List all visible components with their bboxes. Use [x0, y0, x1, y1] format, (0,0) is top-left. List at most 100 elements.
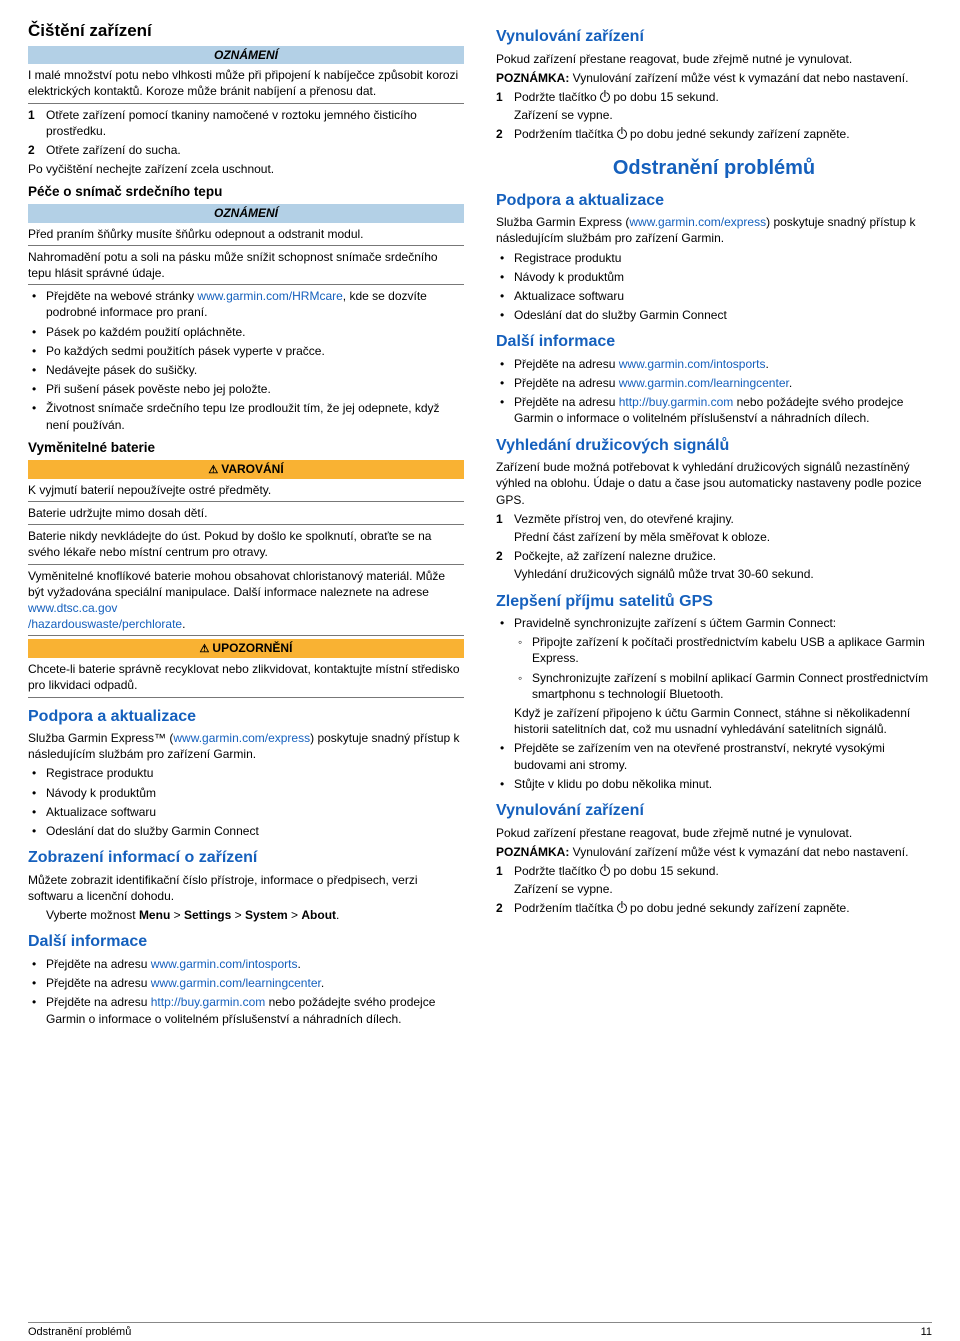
divider — [28, 103, 464, 104]
list-item: Podržte tlačítko po dobu 15 sekund. Zaří… — [496, 863, 932, 897]
heading-dalsi: Další informace — [28, 931, 464, 953]
cisteni-text2: Po vyčištění nechejte zařízení zcela usc… — [28, 161, 464, 177]
power-icon — [617, 129, 627, 139]
warning-icon: ⚠ — [200, 642, 210, 657]
list-item: Odeslání dat do služby Garmin Connect — [28, 823, 464, 839]
link-hrmcare[interactable]: www.garmin.com/HRMcare — [197, 289, 342, 303]
divider — [28, 501, 464, 502]
list-item: Aktualizace softwaru — [496, 288, 932, 304]
list-item: Nedávejte pásek do sušičky. — [28, 362, 464, 378]
notice-bar: OZNÁMENÍ — [28, 46, 464, 64]
warning-bar: ⚠VAROVÁNÍ — [28, 460, 464, 479]
footer-section: Odstranění problémů — [28, 1325, 131, 1340]
heading-vynulovani2: Vynulování zařízení — [496, 800, 932, 822]
list-item: Po každých sedmi použitích pásek vyperte… — [28, 343, 464, 359]
link-buy[interactable]: http://buy.garmin.com — [151, 995, 266, 1009]
link-intosports[interactable]: www.garmin.com/intosports — [151, 957, 298, 971]
list-item: Přejděte na adresu www.garmin.com/learni… — [496, 375, 932, 391]
vyhled-steps: Vezměte přístroj ven, do otevřené krajin… — [496, 511, 932, 583]
list-item: Životnost snímače srdečního tepu lze pro… — [28, 400, 464, 432]
vynul2-note: POZNÁMKA: Vynulování zařízení může vést … — [496, 844, 932, 860]
list-item: Připojte zařízení k počítači prostřednic… — [514, 634, 932, 666]
list-item: Přejděte na adresu www.garmin.com/intosp… — [28, 956, 464, 972]
pece-text: Před praním šňůrky musíte šňůrku odepnou… — [28, 226, 464, 242]
list-item: Registrace produktu — [28, 765, 464, 781]
heading-odstraneni: Odstranění problémů — [496, 155, 932, 182]
list-item: Přejděte na adresu http://buy.garmin.com… — [28, 994, 464, 1026]
divider — [28, 284, 464, 285]
bat-text: K vyjmutí baterií nepoužívejte ostré pře… — [28, 482, 464, 498]
list-item: Přejděte na webové stránky www.garmin.co… — [28, 288, 464, 320]
page-footer: Odstranění problémů 11 — [28, 1322, 932, 1340]
divider — [28, 697, 464, 698]
list-item: Počkejte, až zařízení nalezne družice. V… — [496, 548, 932, 582]
two-column-layout: Čištění zařízení OZNÁMENÍ I malé množstv… — [28, 18, 932, 1298]
list-item: Otřete zařízení do sucha. — [28, 142, 464, 158]
list-item: Při sušení pásek pověste nebo jej položt… — [28, 381, 464, 397]
link-express[interactable]: www.garmin.com/express — [629, 215, 766, 229]
link-perchlorate[interactable]: /hazardouswaste/perchlorate — [28, 617, 182, 631]
list-item: Aktualizace softwaru — [28, 804, 464, 820]
podpora-bullets: Registrace produktu Návody k produktům A… — [28, 765, 464, 839]
list-item: Vezměte přístroj ven, do otevřené krajin… — [496, 511, 932, 545]
heading-vyhledani: Vyhledání družicových signálů — [496, 435, 932, 457]
list-item: Přejděte na adresu www.garmin.com/intosp… — [496, 356, 932, 372]
list-item: Přejděte na adresu http://buy.garmin.com… — [496, 394, 932, 426]
heading-baterie: Vyměnitelné baterie — [28, 439, 464, 457]
vynul2-steps: Podržte tlačítko po dobu 15 sekund. Zaří… — [496, 863, 932, 917]
list-item: Otřete zařízení pomocí tkaniny namočené … — [28, 107, 464, 139]
cisteni-text: I malé množství potu nebo vlhkosti může … — [28, 67, 464, 99]
heading-vynulovani: Vynulování zařízení — [496, 26, 932, 48]
footer-page-number: 11 — [921, 1325, 932, 1340]
list-item: Pravidelně synchronizujte zařízení s účt… — [496, 615, 932, 737]
power-icon — [600, 866, 610, 876]
heading-pece: Péče o snímač srdečního tepu — [28, 183, 464, 201]
cisteni-steps: Otřete zařízení pomocí tkaniny namočené … — [28, 107, 464, 159]
vynul-note: POZNÁMKA: Vynulování zařízení může vést … — [496, 70, 932, 86]
zobraz-text: Můžete zobrazit identifikační číslo přís… — [28, 872, 464, 904]
heading-cisteni: Čištění zařízení — [28, 20, 464, 43]
link-express[interactable]: www.garmin.com/express — [173, 731, 310, 745]
link-intosports[interactable]: www.garmin.com/intosports — [619, 357, 766, 371]
list-item: Přejděte se zařízením ven na otevřené pr… — [496, 740, 932, 772]
list-item: Podržte tlačítko po dobu 15 sekund. Zaří… — [496, 89, 932, 123]
heading-podpora2: Podpora a aktualizace — [496, 190, 932, 212]
divider — [28, 524, 464, 525]
dalsi-bullets: Přejděte na adresu www.garmin.com/intosp… — [28, 956, 464, 1027]
link-buy[interactable]: http://buy.garmin.com — [619, 395, 734, 409]
zobraz-path: Vyberte možnost Menu > Settings > System… — [28, 907, 464, 923]
zlep-bullets: Pravidelně synchronizujte zařízení s účt… — [496, 615, 932, 792]
bat-text: Baterie udržujte mimo dosah dětí. — [28, 505, 464, 521]
podpora-text: Služba Garmin Express™ (www.garmin.com/e… — [28, 730, 464, 762]
power-icon — [600, 92, 610, 102]
warning-icon: ⚠ — [208, 463, 218, 478]
heading-podpora: Podpora a aktualizace — [28, 706, 464, 728]
vynul-text: Pokud zařízení přestane reagovat, bude z… — [496, 51, 932, 67]
list-item: Návody k produktům — [28, 785, 464, 801]
list-item: Návody k produktům — [496, 269, 932, 285]
vynul2-text: Pokud zařízení přestane reagovat, bude z… — [496, 825, 932, 841]
podpora2-text: Služba Garmin Express (www.garmin.com/ex… — [496, 214, 932, 246]
divider — [28, 564, 464, 565]
link-learningcenter[interactable]: www.garmin.com/learningcenter — [151, 976, 321, 990]
dalsi2-bullets: Přejděte na adresu www.garmin.com/intosp… — [496, 356, 932, 427]
pece-text2: Nahromadění potu a soli na pásku může sn… — [28, 249, 464, 281]
list-item: Podržením tlačítka po dobu jedné sekundy… — [496, 900, 932, 916]
list-item: Podržením tlačítka po dobu jedné sekundy… — [496, 126, 932, 142]
list-item: Přejděte na adresu www.garmin.com/learni… — [28, 975, 464, 991]
vyhled-text: Zařízení bude možná potřebovat k vyhledá… — [496, 459, 932, 508]
list-item: Pásek po každém použití opláchněte. — [28, 324, 464, 340]
link-dtsc[interactable]: www.dtsc.ca.gov — [28, 601, 117, 615]
list-item: Synchronizujte zařízení s mobilní aplika… — [514, 670, 932, 702]
left-column: Čištění zařízení OZNÁMENÍ I malé množstv… — [28, 18, 464, 1298]
power-icon — [617, 903, 627, 913]
list-item: Stůjte v klidu po dobu několika minut. — [496, 776, 932, 792]
link-learningcenter[interactable]: www.garmin.com/learningcenter — [619, 376, 789, 390]
caution-bar: ⚠UPOZORNĚNÍ — [28, 639, 464, 658]
bat-text: Vyměnitelné knoflíkové baterie mohou obs… — [28, 568, 464, 633]
heading-zlepseni: Zlepšení příjmu satelitů GPS — [496, 591, 932, 613]
bat-text: Baterie nikdy nevkládejte do úst. Pokud … — [28, 528, 464, 560]
list-item: Registrace produktu — [496, 250, 932, 266]
heading-dalsi2: Další informace — [496, 331, 932, 353]
pece-bullets: Přejděte na webové stránky www.garmin.co… — [28, 288, 464, 433]
